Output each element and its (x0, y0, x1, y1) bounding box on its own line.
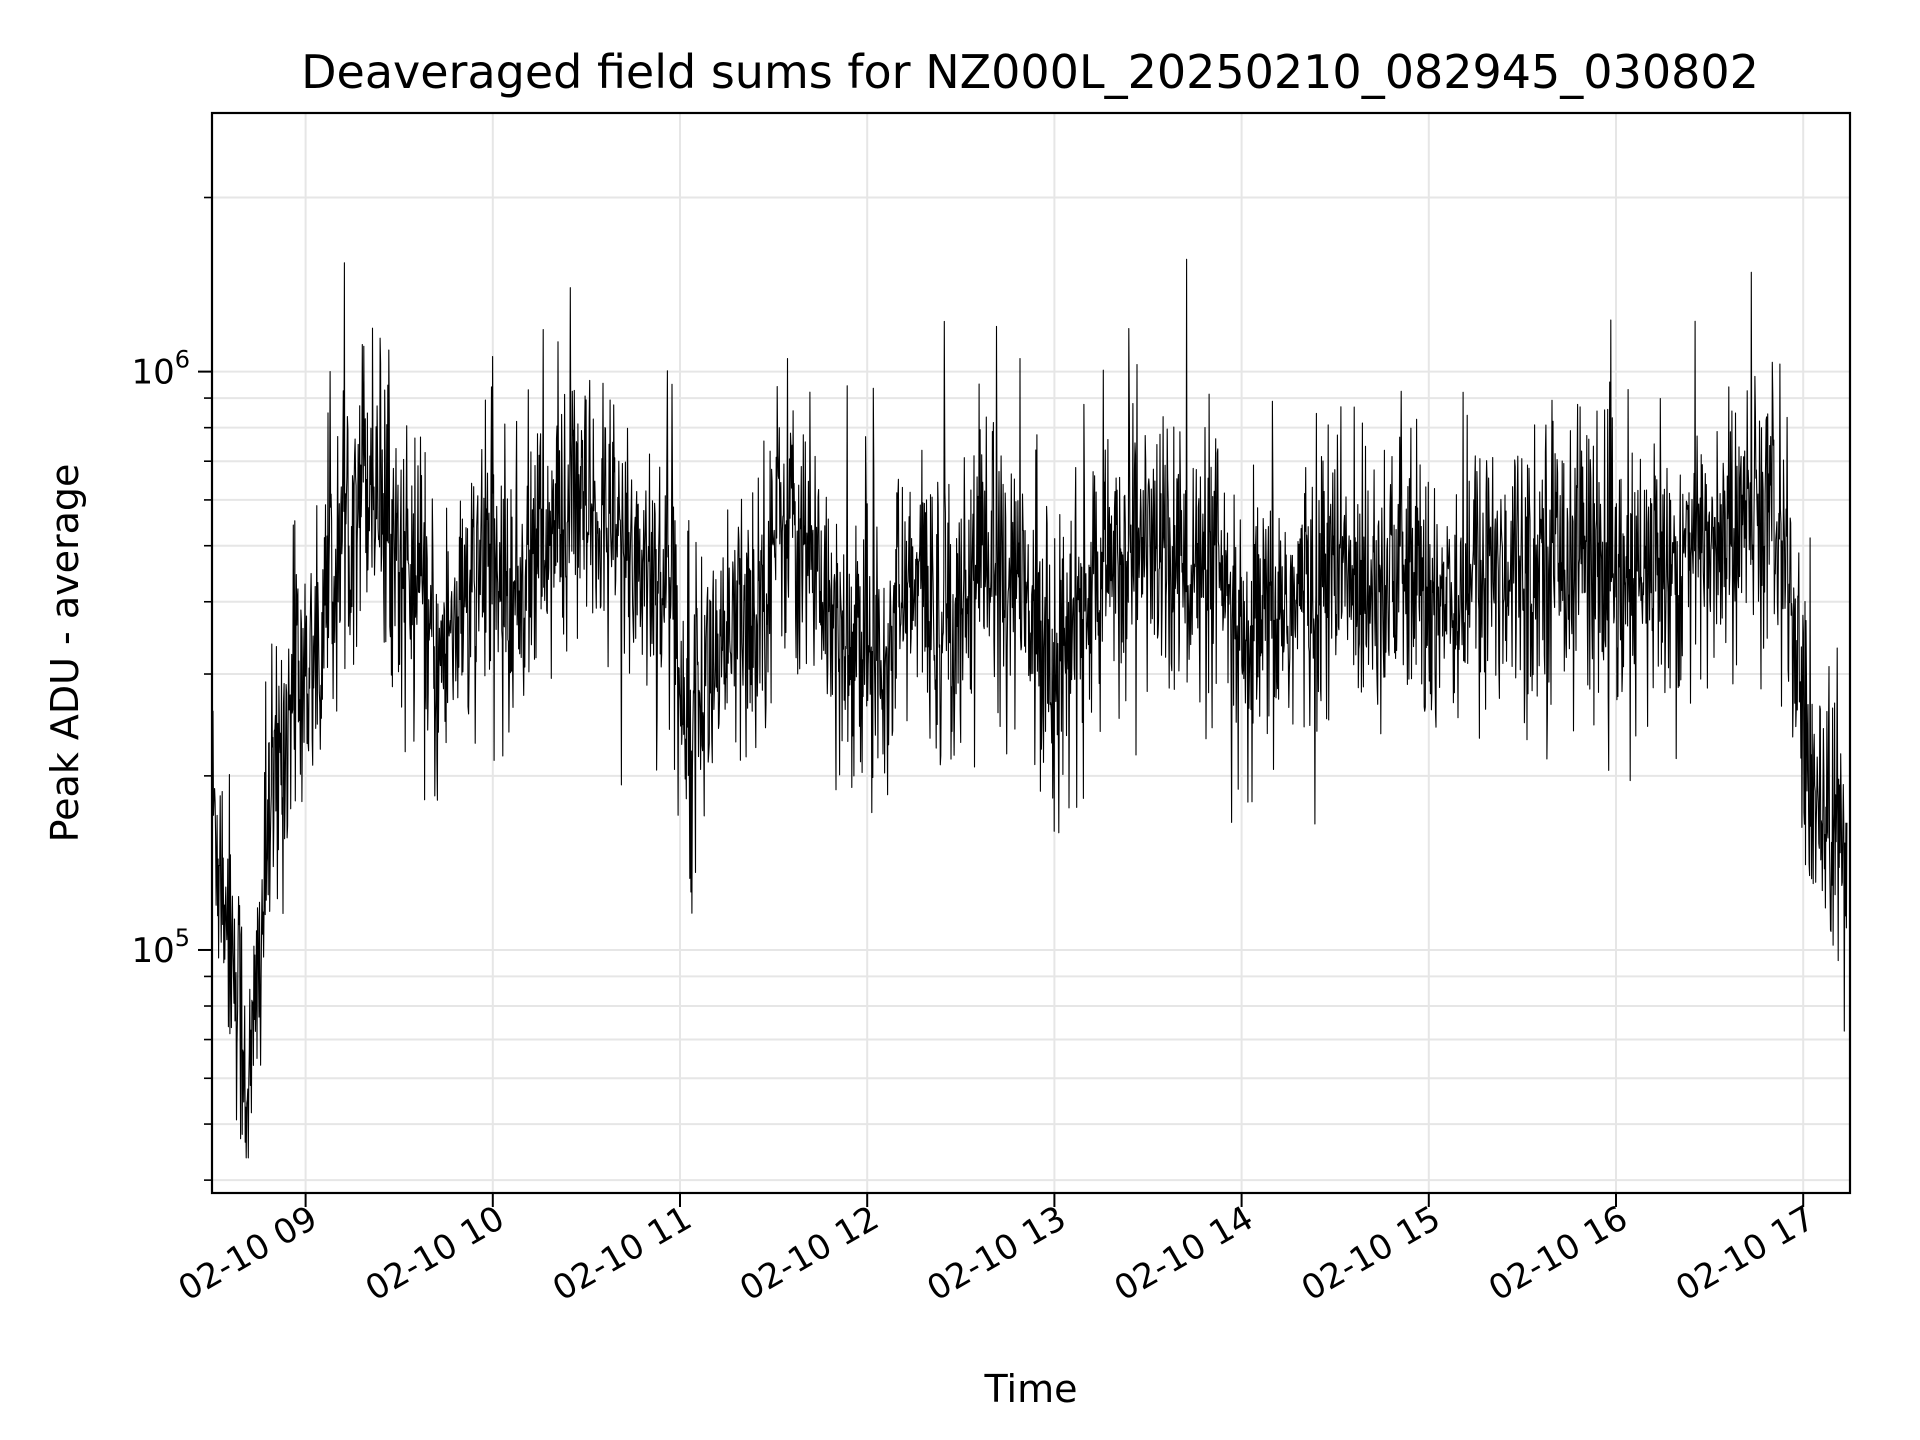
x-tick-label: 02-10 13 (921, 1198, 1073, 1309)
y-tick-label: 106 (131, 346, 190, 393)
y-tick-base: 10 (131, 353, 174, 393)
x-tick-label: 02-10 12 (733, 1198, 885, 1309)
x-tick-label: 02-10 09 (172, 1198, 324, 1309)
plot-frame (210, 111, 1852, 1195)
x-tick-label: 02-10 11 (546, 1198, 698, 1309)
x-tick-label: 02-10 16 (1482, 1198, 1634, 1309)
chart-title: Deaveraged field sums for NZ000L_2025021… (301, 45, 1759, 99)
x-tick-label: 02-10 10 (359, 1198, 511, 1309)
y-tick-exponent: 6 (175, 346, 190, 374)
series-group (211, 258, 1848, 1159)
y-tick-base: 10 (131, 931, 174, 971)
x-axis-ticks: 02-10 09 02-10 10 02-10 11 02-10 12 02-10 13… (172, 1193, 1822, 1309)
x-tick-label: 02-10 17 (1669, 1198, 1821, 1309)
x-tick-label: 02-10 15 (1295, 1198, 1447, 1309)
y-tick-exponent: 5 (175, 924, 190, 952)
y-axis-label: Peak ADU - average (43, 464, 87, 843)
x-tick-label: 02-10 14 (1108, 1198, 1260, 1309)
x-axis-label: Time (984, 1367, 1078, 1411)
y-tick-label: 105 (131, 924, 190, 971)
series-line (211, 258, 1848, 1159)
